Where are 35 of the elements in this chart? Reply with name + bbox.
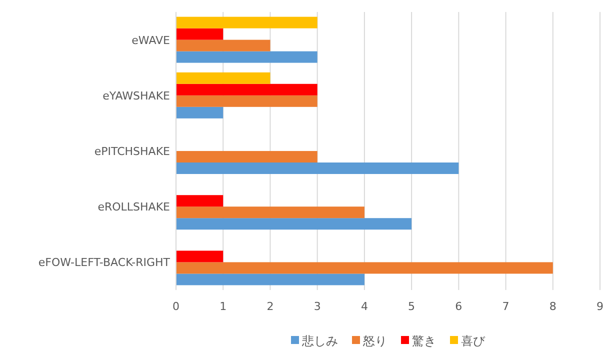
bar: [176, 206, 364, 218]
x-tick-label: 0: [172, 300, 180, 313]
y-tick-label: eFOW-LEFT-BACK-RIGHT: [38, 256, 170, 270]
x-tick-label: 5: [408, 300, 416, 313]
bar: [176, 162, 459, 174]
bar: [176, 262, 553, 274]
x-tick-label: 1: [220, 300, 227, 313]
legend-label: 怒り: [362, 334, 387, 348]
legend-label: 喜び: [461, 334, 486, 348]
x-tick-label: 9: [596, 300, 604, 313]
bar: [176, 84, 318, 96]
bar: [176, 40, 270, 52]
x-tick-label: 7: [502, 300, 510, 313]
x-tick-label: 4: [360, 300, 368, 313]
bar: [176, 72, 270, 84]
bar: [176, 106, 224, 118]
bar: [176, 195, 224, 207]
bar: [176, 51, 318, 63]
x-tick-label: 6: [455, 300, 462, 313]
legend-label: 悲しみ: [301, 334, 338, 348]
y-tick-label: eWAVE: [132, 34, 170, 47]
bar: [176, 218, 412, 230]
bar: [176, 28, 224, 40]
bar: [176, 16, 318, 28]
bar: [176, 250, 224, 262]
y-tick-label: ePITCHSHAKE: [94, 145, 170, 158]
bar: [176, 95, 318, 107]
x-tick-label: 2: [266, 300, 274, 313]
x-tick-label: 8: [549, 300, 556, 313]
x-tick-label: 3: [314, 300, 321, 313]
legend-label: 驚き: [412, 334, 436, 348]
bar: [176, 151, 318, 162]
y-tick-label: eROLLSHAKE: [98, 200, 170, 214]
bar: [176, 274, 364, 286]
y-tick-label: eYAWSHAKE: [102, 89, 170, 102]
